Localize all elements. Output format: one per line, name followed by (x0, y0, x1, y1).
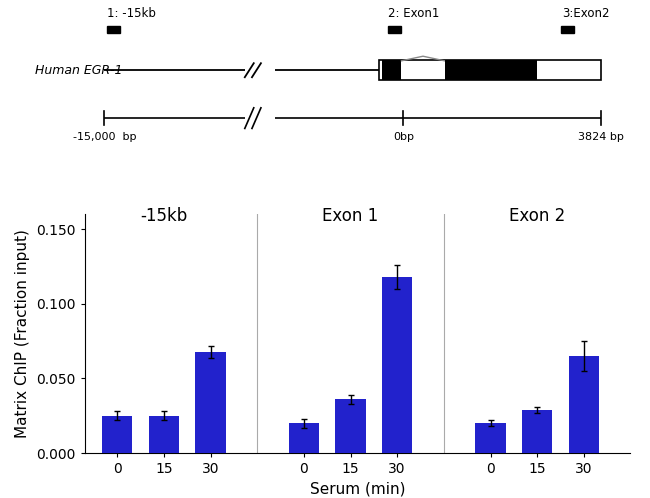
Text: -15,000  bp: -15,000 bp (73, 132, 136, 142)
Bar (149, 416, 179, 453)
Bar (102, 416, 133, 453)
Text: Exon 1: Exon 1 (322, 207, 378, 225)
Y-axis label: Matrix ChIP (Fraction input): Matrix ChIP (Fraction input) (16, 229, 31, 438)
Bar (382, 60, 402, 80)
Text: Human EGR-1: Human EGR-1 (36, 64, 123, 77)
Bar (107, 26, 120, 33)
Text: 2: Exon1: 2: Exon1 (388, 7, 439, 20)
Bar (475, 423, 506, 453)
Text: Exon 2: Exon 2 (509, 207, 566, 225)
Text: 0bp: 0bp (393, 132, 414, 142)
Text: 1: -15kb: 1: -15kb (107, 7, 156, 20)
Bar (380, 60, 601, 80)
Bar (289, 423, 319, 453)
Bar (335, 399, 366, 453)
Bar (569, 356, 599, 453)
Bar (387, 26, 401, 33)
Text: 3824 bp: 3824 bp (578, 132, 623, 142)
X-axis label: Serum (min): Serum (min) (310, 482, 405, 497)
Text: 3:Exon2: 3:Exon2 (562, 7, 609, 20)
Bar (522, 410, 552, 453)
Text: -15kb: -15kb (140, 207, 187, 225)
Bar (196, 352, 226, 453)
Bar (561, 26, 575, 33)
Bar (445, 60, 537, 80)
Bar (382, 277, 412, 453)
